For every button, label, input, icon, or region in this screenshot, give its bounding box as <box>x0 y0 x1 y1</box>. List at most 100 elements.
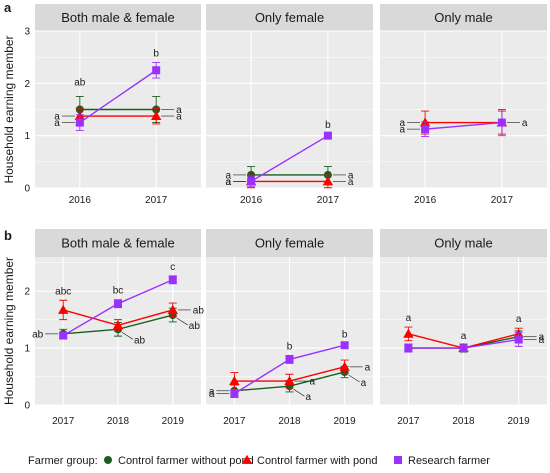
significance-label: a <box>176 112 182 123</box>
data-point <box>59 331 68 340</box>
x-tick-label: 2017 <box>52 416 75 427</box>
significance-label: a <box>54 112 60 123</box>
data-point <box>114 299 122 308</box>
significance-label: b <box>287 341 293 352</box>
label-leader <box>348 374 360 383</box>
panel-letter-b: b <box>4 228 12 243</box>
x-tick-label: 2016 <box>414 195 437 206</box>
x-tick-label: 2018 <box>107 416 130 427</box>
data-point <box>514 335 523 344</box>
y-tick-label: 0 <box>24 401 30 412</box>
data-point <box>404 344 413 353</box>
facet-strip <box>35 229 201 257</box>
significance-label: a <box>361 378 367 389</box>
legend-label: Control farmer without pond <box>118 455 254 467</box>
y-axis-label-b: Household earning member <box>2 257 16 405</box>
data-point <box>229 375 240 385</box>
significance-label: ab <box>193 305 205 316</box>
x-tick-label: 2019 <box>333 416 356 427</box>
series-line <box>250 135 329 183</box>
significance-label: a <box>209 386 215 397</box>
data-point <box>322 176 334 186</box>
y-tick-label: 1 <box>24 131 30 142</box>
label-leader <box>176 317 188 326</box>
x-tick-label: 2017 <box>223 416 246 427</box>
significance-label: ab <box>134 335 146 346</box>
y-tick-label: 2 <box>24 287 30 298</box>
legend-swatch <box>104 456 112 464</box>
x-tick-label: 2016 <box>240 195 263 206</box>
legend-label: Control farmer with pond <box>257 455 377 467</box>
significance-label: a <box>406 313 412 324</box>
legend-label: Research farmer <box>408 455 490 467</box>
significance-label: b <box>325 120 331 131</box>
significance-label: a <box>516 314 522 325</box>
significance-label: a <box>306 392 312 403</box>
data-point <box>75 118 84 127</box>
data-point <box>168 275 177 284</box>
significance-label: a <box>176 105 182 116</box>
data-point <box>340 341 349 350</box>
facet-strip <box>206 4 373 31</box>
significance-label: a <box>348 170 354 181</box>
significance-label: b <box>153 48 159 59</box>
significance-label: a <box>226 177 232 188</box>
significance-label: a <box>400 118 406 129</box>
legend-title: Farmer group: <box>28 455 98 467</box>
data-point <box>339 361 350 371</box>
significance-label: a <box>461 331 467 342</box>
data-point <box>459 344 468 353</box>
data-point <box>285 355 294 364</box>
x-tick-label: 2017 <box>397 416 420 427</box>
y-tick-label: 0 <box>24 184 30 195</box>
y-tick-label: 1 <box>24 344 30 355</box>
x-tick-label: 2019 <box>507 416 530 427</box>
data-point <box>58 304 69 314</box>
significance-label: a <box>539 332 545 343</box>
data-point <box>284 375 295 385</box>
label-leader <box>293 388 305 397</box>
series-line <box>425 121 502 130</box>
significance-label: a <box>310 377 316 388</box>
data-point <box>112 320 124 330</box>
series-line <box>79 69 157 124</box>
facet-title: Only female <box>255 10 324 25</box>
x-tick-label: 2016 <box>69 195 92 206</box>
data-point <box>247 177 256 186</box>
significance-label: ab <box>32 329 44 340</box>
significance-label: a <box>365 362 371 373</box>
facet-title: Only male <box>434 10 493 25</box>
facet-title: Both male & female <box>61 236 174 251</box>
facet-strip <box>380 4 547 31</box>
legend-swatch <box>241 454 253 464</box>
facet-strip <box>380 229 547 257</box>
x-tick-label: 2017 <box>317 195 340 206</box>
significance-label: a <box>348 177 354 188</box>
significance-label: a <box>522 118 528 129</box>
data-point <box>150 110 162 120</box>
facet-title: Only male <box>434 236 493 251</box>
significance-label: a <box>226 170 232 181</box>
significance-label: ab <box>74 78 86 89</box>
significance-label: a <box>54 118 60 129</box>
significance-label: abc <box>55 286 71 297</box>
significance-label: a <box>400 125 406 136</box>
significance-label: a <box>226 177 232 188</box>
x-tick-label: 2019 <box>162 416 185 427</box>
data-point <box>230 389 239 398</box>
data-point <box>403 328 414 338</box>
significance-label: b <box>342 330 348 341</box>
data-point <box>167 304 178 314</box>
significance-label: a <box>209 389 215 400</box>
facet-title: Only female <box>255 236 324 251</box>
label-leader <box>121 331 134 340</box>
x-tick-label: 2017 <box>145 195 168 206</box>
panel-letter-a: a <box>4 0 12 15</box>
significance-label: bc <box>113 286 124 297</box>
significance-label: c <box>170 262 175 273</box>
x-tick-label: 2018 <box>452 416 475 427</box>
data-point <box>152 66 161 75</box>
y-tick-label: 2 <box>24 79 30 90</box>
facet-strip <box>35 4 201 31</box>
